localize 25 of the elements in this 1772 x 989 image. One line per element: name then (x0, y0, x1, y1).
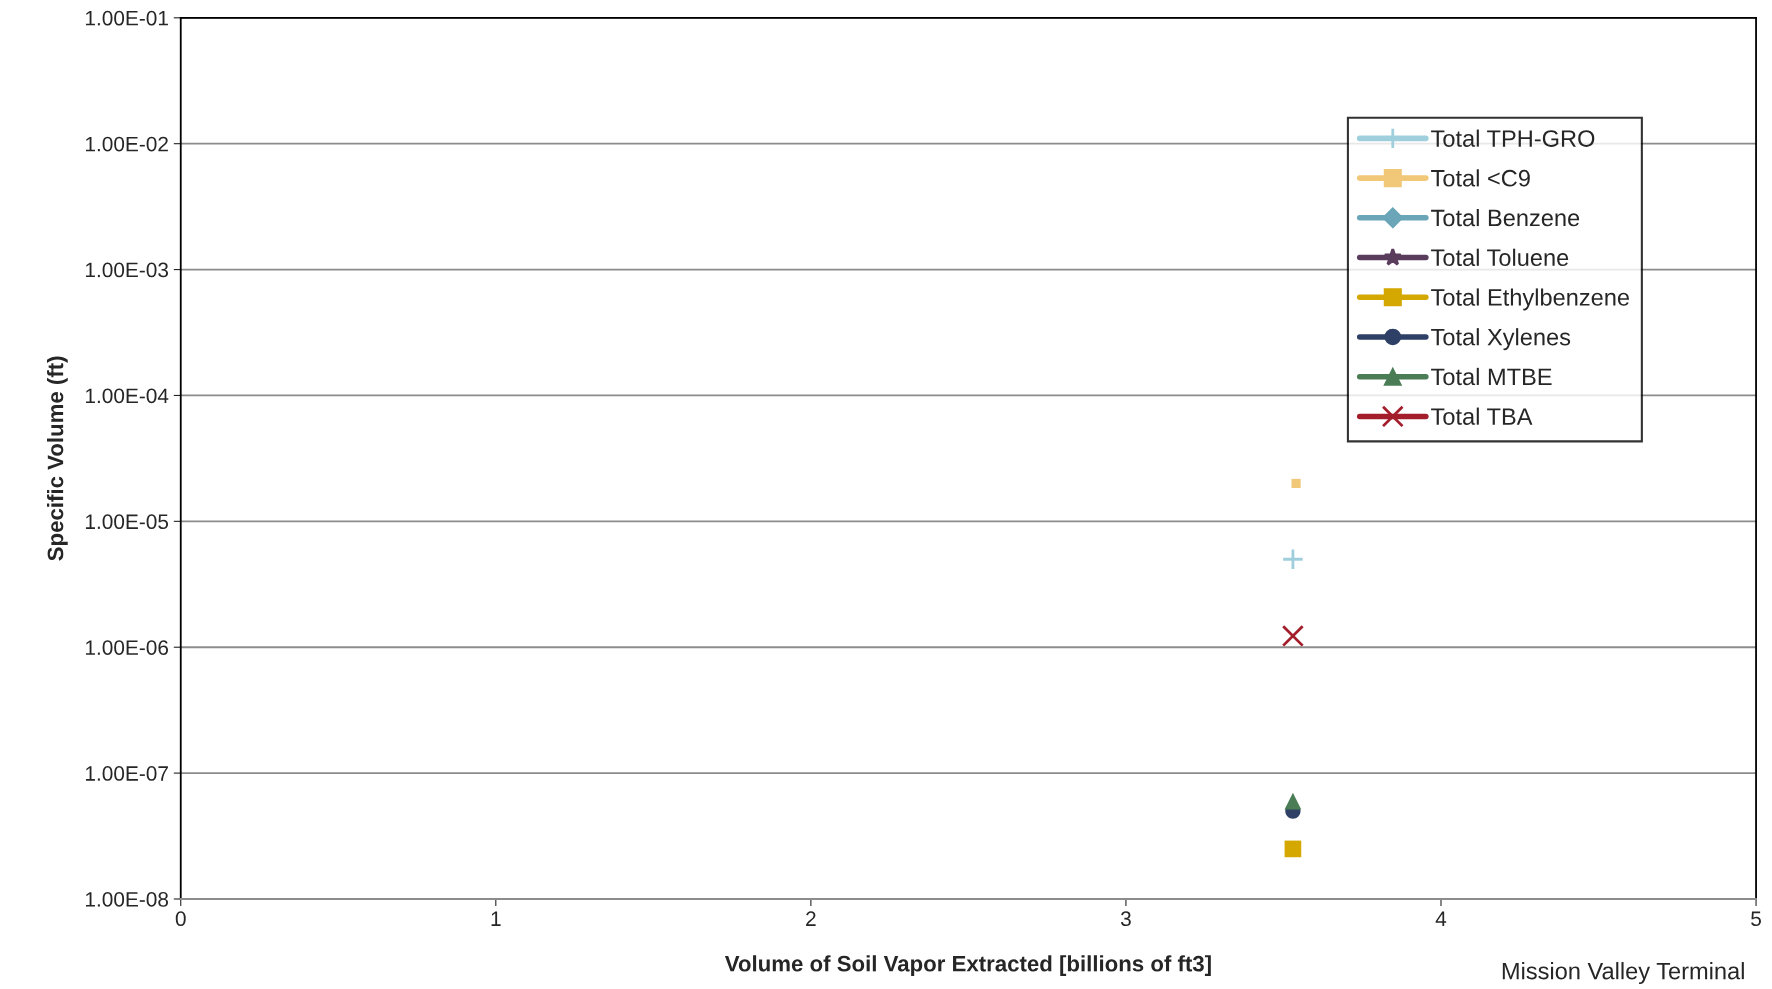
legend-label: Total TPH-GRO (1431, 129, 1595, 147)
x-tick-label: 0 (175, 911, 186, 927)
y-tick-label: 1.00E-05 (85, 514, 169, 530)
y-tick-label: 1.00E-06 (85, 640, 169, 655)
x-tick-label: 2 (806, 911, 816, 926)
x-tick-label: 5 (1751, 911, 1761, 927)
y-tick-label: 1.00E-01 (85, 10, 168, 26)
x-tick-label: 1 (491, 911, 501, 926)
legend-label: Total Ethylbenzene (1431, 288, 1630, 311)
legend-label: Total Benzene (1431, 208, 1580, 227)
legend-label: Total <C9 (1431, 169, 1530, 187)
y-tick-label: 1.00E-04 (85, 388, 169, 404)
legend-label: Total Xylenes (1431, 328, 1571, 351)
y-axis-title: Specific Volume (ft) (47, 356, 68, 561)
x-tick-label: 4 (1435, 911, 1447, 926)
x-tick-label: 3 (1120, 911, 1131, 927)
x-axis-title: Volume of Soil Vapor Extracted [billions of ft3] (724, 955, 1211, 976)
legend-label: Total MTBE (1431, 367, 1552, 386)
text: Mission Valley Terminal (1502, 962, 1744, 985)
legend-label: Total Toluene (1431, 248, 1569, 267)
legend-label: Total TBA (1431, 407, 1533, 425)
y-tick-label: 1.00E-08 (85, 892, 169, 907)
y-tick-label: 1.00E-02 (85, 136, 168, 152)
y-tick-label: 1.00E-03 (85, 262, 169, 278)
y-tick-label: 1.00E-07 (85, 766, 168, 781)
